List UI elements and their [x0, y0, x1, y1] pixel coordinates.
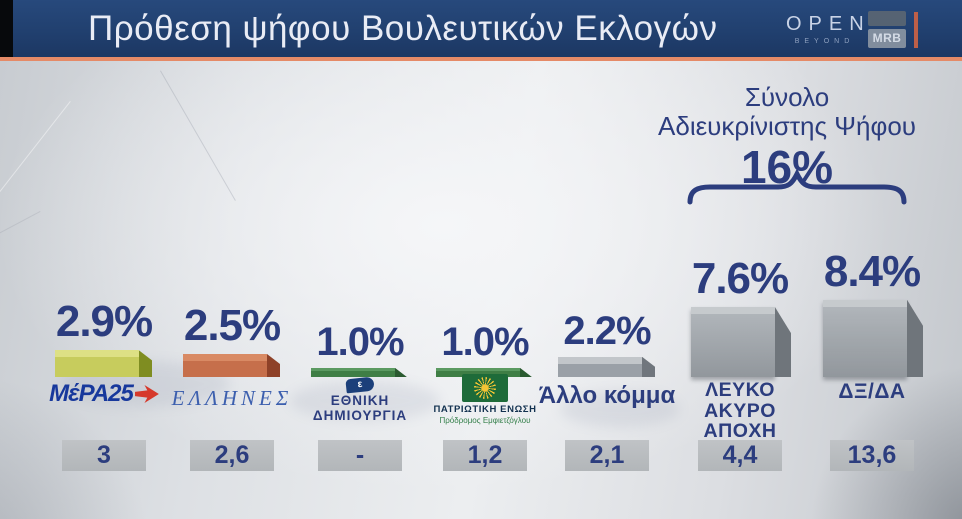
- other-party-label: Άλλο κόμμα: [538, 382, 676, 409]
- previous-value-box: 2,6: [190, 440, 274, 471]
- ellines-logo: ΕΛΛΗΝΕΣ: [171, 386, 293, 410]
- value-label: 1.0%: [316, 319, 404, 364]
- undecided-note-line1: Σύνολο: [744, 82, 830, 112]
- mrb-logo: MRB: [868, 11, 906, 48]
- corner-notch: [0, 0, 13, 57]
- header-bar: Πρόθεση ψήφου Βουλευτικών Εκλογών OPEN B…: [0, 0, 962, 57]
- pennant-icon: ε: [345, 376, 375, 394]
- ethniki-dimiourgia-logo: ε ΕΘΝΙΚΗ ΔΗΜΙΟΥΡΓΙΑ: [279, 376, 441, 423]
- vergina-sun-icon: [474, 377, 496, 399]
- undecided-note-line2: Αδιευκρίνιστης Ψήφου: [658, 111, 916, 141]
- previous-value-box: 1,2: [443, 440, 527, 471]
- page-title: Πρόθεση ψήφου Βουλευτικών Εκλογών: [88, 9, 718, 48]
- mera25-logo: ΜέΡΑ25: [23, 380, 185, 408]
- mrb-logo-block: [868, 11, 906, 26]
- value-label: 7.6%: [691, 254, 789, 304]
- patriotiki-enosi-flag: [462, 374, 508, 402]
- chart-column-ellines: 2.5% ΕΛΛΗΝΕΣ 2,6: [167, 62, 297, 519]
- previous-value-box: -: [318, 440, 402, 471]
- chart-column-patriotiki-enosi: 1.0% ΠΑΤΡΙΩΤΙΚΗ ΕΝΩΣΗ Πρόδρομος Εμφιετζό…: [420, 62, 550, 519]
- chart-column-ethniki-dimiourgia: 1.0% ε ΕΘΝΙΚΗ ΔΗΜΙΟΥΡΓΙΑ -: [295, 62, 425, 519]
- previous-value-box: 2,1: [565, 440, 649, 471]
- background-facet: [0, 211, 41, 302]
- patriotiki-enosi-logo: ΠΑΤΡΙΩΤΙΚΗ ΕΝΩΣΗ Πρόδρομος Εμφιετζόγλου: [404, 374, 566, 425]
- value-label: 2.5%: [183, 301, 281, 350]
- bar-mera25: [55, 350, 139, 377]
- accent-line: [0, 57, 962, 61]
- dont-know-label: ΔΞ/ΔΑ: [838, 380, 906, 403]
- chart-column-other-party: 2.2% Άλλο κόμμα 2,1: [539, 62, 675, 519]
- value-label: 8.4%: [823, 246, 921, 296]
- previous-value-box: 13,6: [830, 440, 914, 471]
- open-channel-logo: OPEN BEYOND: [786, 13, 871, 45]
- bar-other-party: [558, 356, 642, 377]
- brace-icon: [687, 169, 907, 205]
- chart-column-dont-know: 8.4% ΔΞ/ΔΑ 13,6: [807, 62, 937, 519]
- bar-blank-invalid-abstain: [691, 307, 775, 377]
- previous-value-box: 3: [62, 440, 146, 471]
- value-label: 2.9%: [55, 297, 153, 347]
- chart-column-mera25: 2.9% ΜέΡΑ25 3: [39, 62, 169, 519]
- value-label: 1.0%: [441, 319, 529, 364]
- blank-invalid-abstain-label: ΛΕΥΚΟ ΑΚΥΡΟ ΑΠΟΧΗ: [703, 379, 777, 442]
- value-label: 2.2%: [563, 308, 651, 353]
- chart-column-blank-invalid-abstain: 7.6% ΛΕΥΚΟ ΑΚΥΡΟ ΑΠΟΧΗ 4,4: [675, 62, 805, 519]
- bar-ethniki-dimiourgia: [311, 367, 395, 377]
- previous-value-box: 4,4: [698, 440, 782, 471]
- bar-patriotiki-enosi: [436, 367, 520, 377]
- bar-ellines: [183, 354, 267, 377]
- reflection-smudge: [560, 391, 680, 427]
- bar-dont-know: [823, 299, 907, 377]
- logo-divider: [914, 12, 918, 48]
